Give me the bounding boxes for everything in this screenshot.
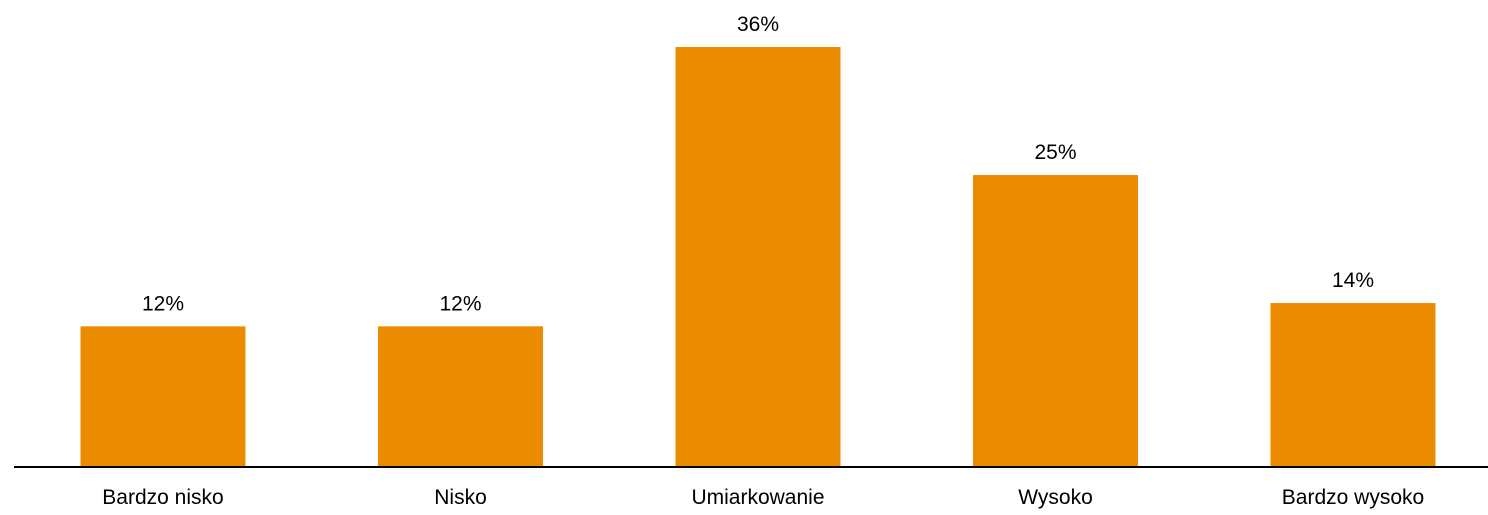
- bar-bardzo-wysoko: [1270, 303, 1436, 466]
- bar-nisko: [378, 326, 543, 466]
- category-labels-layer: Bardzo nisko Nisko Umiarkowanie Wysoko Bardz…: [102, 486, 1424, 509]
- value-label-bardzo-nisko: 12%: [142, 292, 184, 315]
- category-label-wysoko: Wysoko: [1018, 486, 1093, 509]
- category-label-bardzo-wysoko: Bardzo wysoko: [1282, 486, 1424, 509]
- category-label-nisko: Nisko: [434, 486, 487, 509]
- value-label-wysoko: 25%: [1034, 141, 1076, 164]
- value-label-bardzo-wysoko: 14%: [1332, 269, 1374, 292]
- value-labels-layer: 12% 12% 36% 25% 14%: [142, 13, 1374, 315]
- bar-umiarkowanie: [675, 47, 841, 466]
- bars-layer: [80, 47, 1436, 466]
- category-label-umiarkowanie: Umiarkowanie: [691, 486, 824, 509]
- value-label-nisko: 12%: [439, 292, 481, 315]
- bar-wysoko: [973, 175, 1138, 466]
- category-label-bardzo-nisko: Bardzo nisko: [102, 486, 223, 509]
- value-label-umiarkowanie: 36%: [737, 13, 779, 36]
- bar-bardzo-nisko: [80, 326, 246, 466]
